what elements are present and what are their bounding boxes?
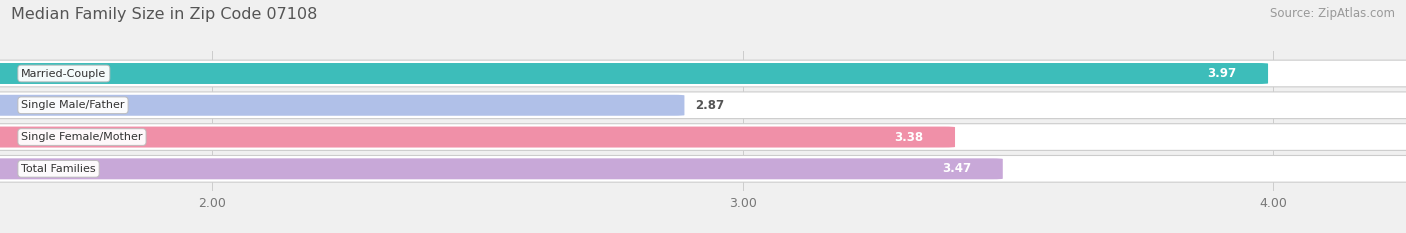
Text: Married-Couple: Married-Couple	[21, 69, 107, 79]
FancyBboxPatch shape	[0, 92, 1406, 119]
Text: Single Female/Mother: Single Female/Mother	[21, 132, 143, 142]
FancyBboxPatch shape	[0, 155, 1406, 182]
Text: 2.87: 2.87	[695, 99, 724, 112]
Text: 3.47: 3.47	[942, 162, 972, 175]
Text: Median Family Size in Zip Code 07108: Median Family Size in Zip Code 07108	[11, 7, 318, 22]
FancyBboxPatch shape	[0, 127, 955, 147]
Text: 3.38: 3.38	[894, 130, 924, 144]
FancyBboxPatch shape	[0, 60, 1406, 87]
Text: Source: ZipAtlas.com: Source: ZipAtlas.com	[1270, 7, 1395, 20]
Text: Single Male/Father: Single Male/Father	[21, 100, 125, 110]
FancyBboxPatch shape	[0, 158, 1002, 179]
FancyBboxPatch shape	[0, 63, 1268, 84]
FancyBboxPatch shape	[0, 95, 685, 116]
Text: Total Families: Total Families	[21, 164, 96, 174]
Text: 3.97: 3.97	[1208, 67, 1236, 80]
FancyBboxPatch shape	[0, 124, 1406, 150]
